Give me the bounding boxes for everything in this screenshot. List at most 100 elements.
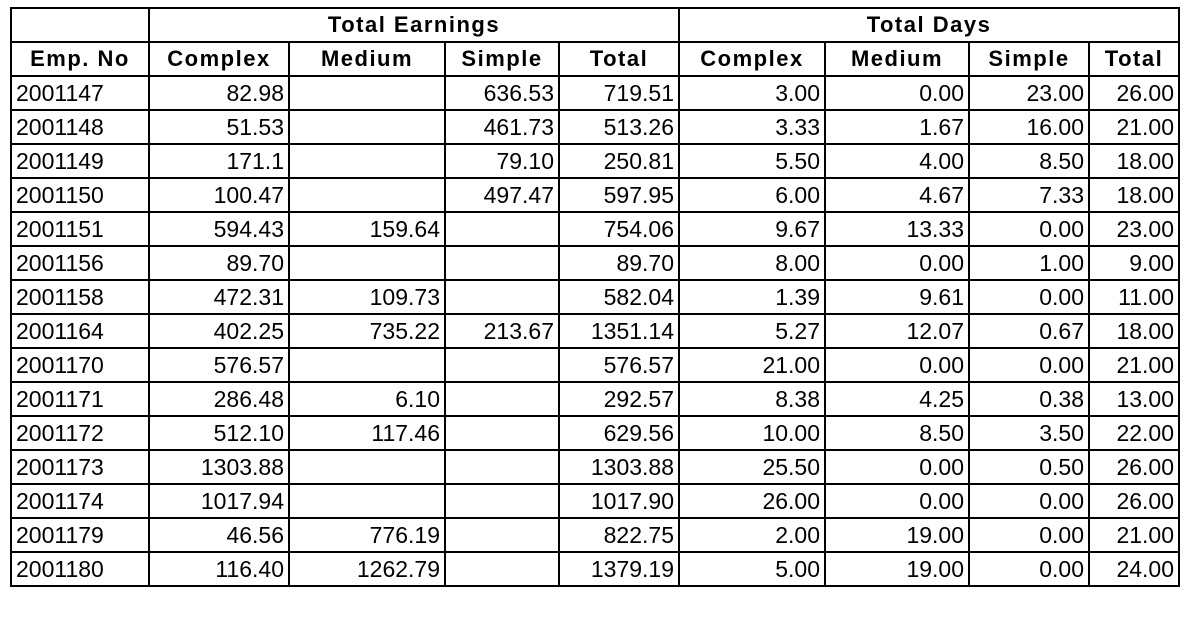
earnings-medium-cell: [288, 143, 446, 179]
earnings-total-cell: 597.95: [558, 177, 680, 213]
earnings-simple-cell: [444, 415, 560, 451]
days-total-cell: 21.00: [1088, 517, 1180, 553]
days-total-cell: 26.00: [1088, 483, 1180, 519]
earnings-simple-cell: 461.73: [444, 109, 560, 145]
days-total-cell: 18.00: [1088, 177, 1180, 213]
earnings-simple-cell: 497.47: [444, 177, 560, 213]
table-row: 2001150 100.47 497.47 597.95 6.00 4.67 7.33 18.…: [10, 177, 1180, 213]
days-total-cell: 22.00: [1088, 415, 1180, 451]
days-medium-cell: 4.00: [824, 143, 970, 179]
days-complex-cell: 26.00: [678, 483, 826, 519]
earnings-complex-cell: 1303.88: [148, 449, 290, 485]
table-row: 2001149 171.1 79.10 250.81 5.50 4.00 8.50 18.00: [10, 143, 1180, 179]
total-days-header: Total Days: [678, 7, 1180, 43]
earnings-simple-cell: [444, 245, 560, 281]
earnings-complex-cell: 512.10: [148, 415, 290, 451]
earnings-total-cell: 250.81: [558, 143, 680, 179]
earnings-total-cell: 1379.19: [558, 551, 680, 587]
emp-no-cell: 2001180: [10, 551, 150, 587]
earnings-total-cell: 89.70: [558, 245, 680, 281]
earnings-medium-cell: 6.10: [288, 381, 446, 417]
table-row: 2001173 1303.88 1303.88 25.50 0.00 0.50 26.00: [10, 449, 1180, 485]
days-medium-cell: 12.07: [824, 313, 970, 349]
days-complex-cell: 8.38: [678, 381, 826, 417]
earnings-medium-cell: 735.22: [288, 313, 446, 349]
days-simple-cell: 0.00: [968, 211, 1090, 247]
earnings-medium-cell: [288, 177, 446, 213]
days-simple-cell: 1.00: [968, 245, 1090, 281]
earnings-simple-cell: [444, 211, 560, 247]
earnings-simple-cell: [444, 517, 560, 553]
earnings-complex-cell: 286.48: [148, 381, 290, 417]
table-row: 2001147 82.98 636.53 719.51 3.00 0.00 23.00 26.…: [10, 75, 1180, 111]
days-medium-cell: 4.67: [824, 177, 970, 213]
column-header-earnings-complex: Complex: [148, 41, 290, 77]
days-simple-cell: 7.33: [968, 177, 1090, 213]
earnings-complex-cell: 402.25: [148, 313, 290, 349]
earnings-total-cell: 1303.88: [558, 449, 680, 485]
earnings-medium-cell: 109.73: [288, 279, 446, 315]
earnings-complex-cell: 576.57: [148, 347, 290, 383]
earnings-medium-cell: [288, 483, 446, 519]
earnings-complex-cell: 100.47: [148, 177, 290, 213]
earnings-simple-cell: 636.53: [444, 75, 560, 111]
earnings-complex-cell: 472.31: [148, 279, 290, 315]
days-medium-cell: 13.33: [824, 211, 970, 247]
days-complex-cell: 6.00: [678, 177, 826, 213]
days-simple-cell: 0.67: [968, 313, 1090, 349]
earnings-simple-cell: 79.10: [444, 143, 560, 179]
emp-no-cell: 2001173: [10, 449, 150, 485]
emp-no-cell: 2001179: [10, 517, 150, 553]
earnings-simple-cell: [444, 347, 560, 383]
earnings-simple-cell: [444, 381, 560, 417]
days-simple-cell: 23.00: [968, 75, 1090, 111]
earnings-medium-cell: [288, 347, 446, 383]
days-total-cell: 21.00: [1088, 109, 1180, 145]
emp-no-cell: 2001172: [10, 415, 150, 451]
days-medium-cell: 0.00: [824, 483, 970, 519]
earnings-medium-cell: [288, 109, 446, 145]
days-complex-cell: 5.50: [678, 143, 826, 179]
days-medium-cell: 1.67: [824, 109, 970, 145]
days-simple-cell: 0.00: [968, 517, 1090, 553]
earnings-days-table: Total Earnings Total Days Emp. No Comple…: [10, 7, 1180, 587]
earnings-total-cell: 1017.90: [558, 483, 680, 519]
days-total-cell: 18.00: [1088, 143, 1180, 179]
days-total-cell: 18.00: [1088, 313, 1180, 349]
table-row: 2001179 46.56 776.19 822.75 2.00 19.00 0.00 21.…: [10, 517, 1180, 553]
days-medium-cell: 0.00: [824, 245, 970, 281]
earnings-medium-cell: [288, 449, 446, 485]
days-medium-cell: 9.61: [824, 279, 970, 315]
days-total-cell: 9.00: [1088, 245, 1180, 281]
earnings-simple-cell: [444, 551, 560, 587]
earnings-complex-cell: 89.70: [148, 245, 290, 281]
days-total-cell: 26.00: [1088, 449, 1180, 485]
days-medium-cell: 0.00: [824, 449, 970, 485]
table-row: 2001172 512.10 117.46 629.56 10.00 8.50 3.50 22…: [10, 415, 1180, 451]
earnings-complex-cell: 171.1: [148, 143, 290, 179]
days-complex-cell: 3.00: [678, 75, 826, 111]
table-row: 2001171 286.48 6.10 292.57 8.38 4.25 0.38 13.00: [10, 381, 1180, 417]
group-header-row: Total Earnings Total Days: [10, 7, 1180, 43]
earnings-complex-cell: 51.53: [148, 109, 290, 145]
earnings-total-cell: 292.57: [558, 381, 680, 417]
column-header-earnings-total: Total: [558, 41, 680, 77]
days-medium-cell: 19.00: [824, 517, 970, 553]
days-simple-cell: 0.38: [968, 381, 1090, 417]
table-row: 2001180 116.40 1262.79 1379.19 5.00 19.00 0.00…: [10, 551, 1180, 587]
column-header-earnings-simple: Simple: [444, 41, 560, 77]
days-complex-cell: 5.27: [678, 313, 826, 349]
earnings-total-cell: 1351.14: [558, 313, 680, 349]
days-simple-cell: 16.00: [968, 109, 1090, 145]
days-medium-cell: 8.50: [824, 415, 970, 451]
earnings-simple-cell: [444, 279, 560, 315]
days-simple-cell: 0.00: [968, 551, 1090, 587]
emp-no-cell: 2001164: [10, 313, 150, 349]
days-total-cell: 11.00: [1088, 279, 1180, 315]
emp-no-cell: 2001158: [10, 279, 150, 315]
earnings-complex-cell: 1017.94: [148, 483, 290, 519]
earnings-total-cell: 629.56: [558, 415, 680, 451]
days-total-cell: 13.00: [1088, 381, 1180, 417]
table-row: 2001170 576.57 576.57 21.00 0.00 0.00 21.00: [10, 347, 1180, 383]
earnings-total-cell: 582.04: [558, 279, 680, 315]
